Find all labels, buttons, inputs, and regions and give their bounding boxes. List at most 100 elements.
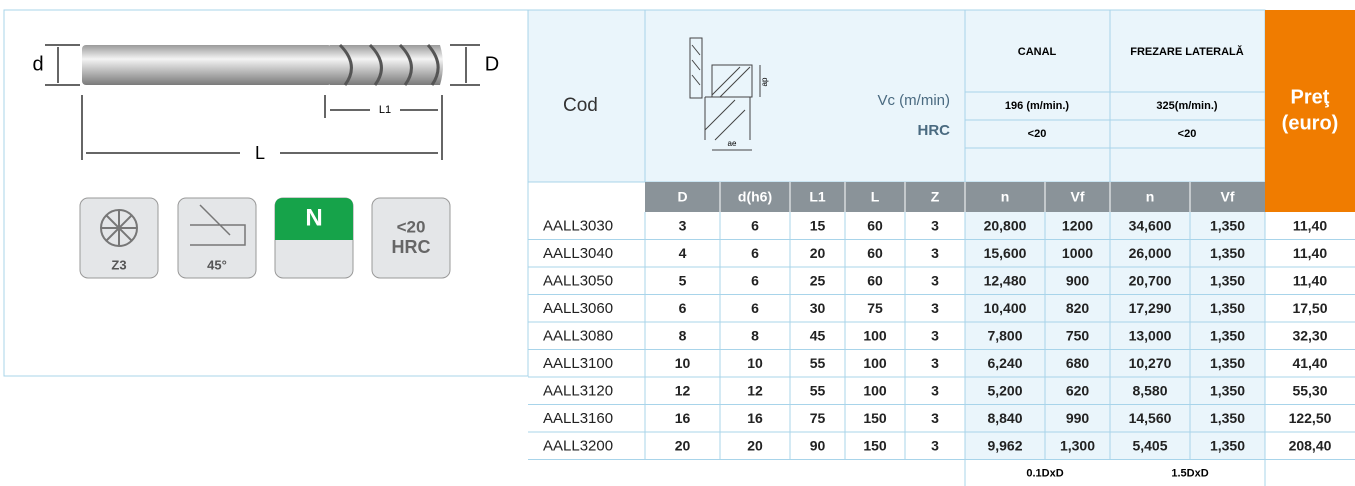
cutting-diagram [689, 37, 761, 151]
diagram-label: ae [728, 139, 737, 148]
dim-label: L [255, 143, 265, 163]
column-header: n [1146, 189, 1155, 205]
cell: 900 [1066, 272, 1090, 288]
cell: 10 [675, 355, 691, 371]
cell: 1,350 [1210, 272, 1245, 288]
cell: 3 [931, 410, 939, 426]
cell: 20,800 [984, 217, 1027, 233]
cell: 100 [863, 382, 887, 398]
cell: 1,350 [1210, 217, 1245, 233]
cell: 3 [931, 355, 939, 371]
product-code: AALL3040 [543, 245, 613, 262]
cell: 9,962 [987, 437, 1022, 453]
cell: 6 [751, 272, 759, 288]
cell: 1,300 [1060, 437, 1095, 453]
cell: 15 [810, 217, 826, 233]
column-header: d(h6) [738, 189, 772, 205]
cell: 75 [867, 300, 883, 316]
cell: 17,290 [1129, 300, 1172, 316]
cell: 3 [931, 382, 939, 398]
cell: 1200 [1062, 217, 1093, 233]
end-mill-drawing: d D L1 L [32, 43, 499, 163]
cell: 12 [747, 382, 763, 398]
cell: 32,30 [1292, 327, 1327, 343]
cell: 1,350 [1210, 245, 1245, 261]
cell: 3 [931, 245, 939, 261]
cell: 20 [747, 437, 763, 453]
cell: 1,350 [1210, 327, 1245, 343]
cell: 6,240 [987, 355, 1022, 371]
cell: 750 [1066, 327, 1090, 343]
cell: 10,400 [984, 300, 1027, 316]
cell: 25 [810, 272, 826, 288]
column-header: Z [931, 189, 940, 205]
cell: 3 [679, 217, 687, 233]
cell: 8,580 [1132, 382, 1167, 398]
dim-label: L1 [379, 104, 391, 116]
cell: 122,50 [1289, 410, 1332, 426]
cell: 55 [810, 382, 826, 398]
cell: 45 [810, 327, 826, 343]
cell: 208,40 [1289, 437, 1332, 453]
cell: 17,50 [1292, 300, 1327, 316]
cell: 12,480 [984, 272, 1027, 288]
footer-cell: 0.1DxD [1026, 467, 1063, 479]
header-cell: HRC [918, 122, 951, 139]
cell: 1,350 [1210, 300, 1245, 316]
icon-label: N [305, 204, 322, 231]
cell: 8 [751, 327, 759, 343]
header-cell: Cod [563, 95, 598, 116]
cell: 41,40 [1292, 355, 1327, 371]
diagram-label: ap [760, 77, 769, 86]
column-header: Vf [1221, 189, 1235, 205]
speed-columns-bg [965, 212, 1265, 460]
icon-label: 45° [207, 257, 227, 272]
cell: 10 [747, 355, 763, 371]
cell: 13,000 [1129, 327, 1172, 343]
column-header: L [871, 189, 880, 205]
header-lines [644, 10, 1265, 182]
cell: 15,600 [984, 245, 1027, 261]
cell: 7,800 [987, 327, 1022, 343]
header-cell: CANAL [1018, 46, 1057, 58]
cell: 10,270 [1129, 355, 1172, 371]
cell: 11,40 [1293, 272, 1327, 288]
cell: 680 [1066, 355, 1090, 371]
price-header-text: (euro) [1282, 112, 1339, 134]
product-code: AALL3120 [543, 383, 613, 400]
price-header [1265, 10, 1355, 212]
column-header: L1 [809, 189, 826, 205]
cell: 1000 [1062, 245, 1093, 261]
cell: 4 [679, 245, 687, 261]
cell: 20,700 [1129, 272, 1172, 288]
product-code: AALL3050 [543, 273, 613, 290]
product-code: AALL3160 [543, 410, 613, 427]
cell: 8 [679, 327, 687, 343]
cell: 150 [863, 410, 887, 426]
cell: 3 [931, 217, 939, 233]
dim-label: d [32, 53, 43, 75]
cell: 20 [810, 245, 826, 261]
product-code: AALL3200 [543, 438, 613, 455]
cell: 14,560 [1129, 410, 1172, 426]
cell: 6 [751, 245, 759, 261]
cell: 5 [679, 272, 687, 288]
cell: 3 [931, 327, 939, 343]
cell: 3 [931, 300, 939, 316]
product-code: AALL3030 [543, 218, 613, 235]
column-header: D [677, 189, 687, 205]
header-area [527, 9, 1266, 183]
header-cell: Vc (m/min) [878, 92, 951, 109]
cell: 30 [810, 300, 826, 316]
cell: 60 [867, 245, 883, 261]
cell: 6 [751, 217, 759, 233]
cell: 90 [810, 437, 826, 453]
cell: 100 [863, 355, 887, 371]
cell: 75 [810, 410, 826, 426]
cell: 55,30 [1292, 382, 1327, 398]
cell: 100 [863, 327, 887, 343]
cell: 11,40 [1293, 245, 1327, 261]
column-header-row [645, 182, 1265, 212]
